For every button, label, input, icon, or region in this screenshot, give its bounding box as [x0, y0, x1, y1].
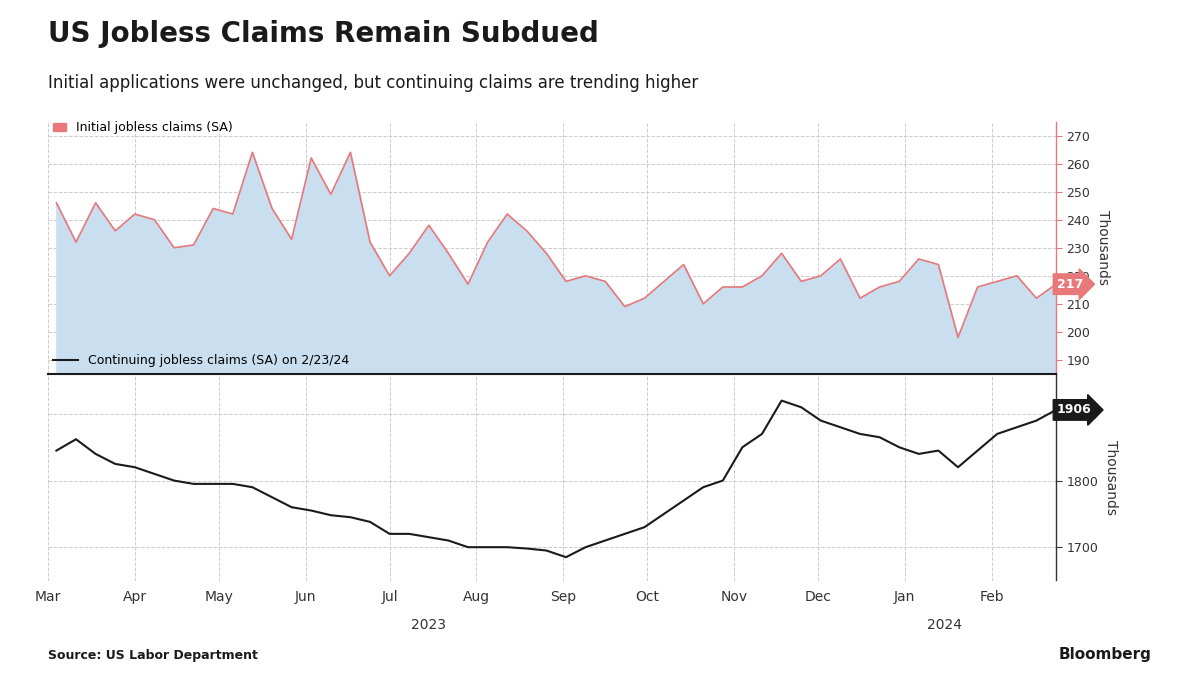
Legend: Initial jobless claims (SA): Initial jobless claims (SA) — [48, 117, 238, 140]
Legend: Continuing jobless claims (SA) on 2/23/24: Continuing jobless claims (SA) on 2/23/2… — [48, 349, 354, 372]
Y-axis label: Thousands: Thousands — [1104, 439, 1117, 515]
Text: 2024: 2024 — [926, 618, 961, 632]
Y-axis label: Thousands: Thousands — [1096, 210, 1110, 286]
Text: Source: US Labor Department: Source: US Labor Department — [48, 649, 258, 662]
Text: 1906: 1906 — [1057, 404, 1092, 416]
Text: 217: 217 — [1057, 277, 1084, 291]
Text: 2023: 2023 — [412, 618, 446, 632]
Text: Bloomberg: Bloomberg — [1060, 647, 1152, 662]
Text: Initial applications were unchanged, but continuing claims are trending higher: Initial applications were unchanged, but… — [48, 74, 698, 92]
Text: US Jobless Claims Remain Subdued: US Jobless Claims Remain Subdued — [48, 20, 599, 48]
